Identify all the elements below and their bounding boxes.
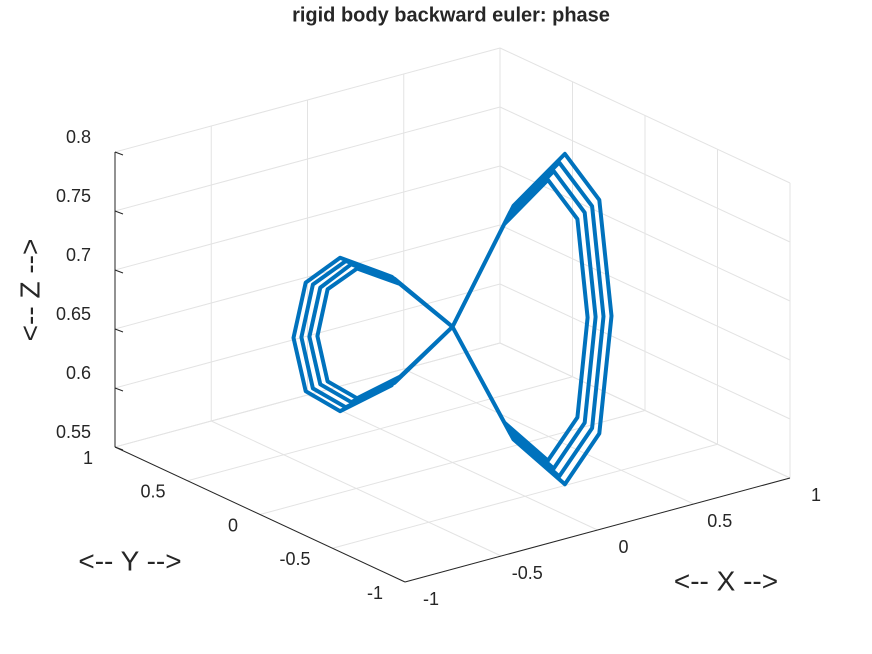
grid-line (114, 283, 501, 389)
y-tick-label: -1 (367, 583, 383, 603)
grid-line (114, 47, 501, 153)
y-tick-label: -0.5 (279, 549, 310, 569)
x-tick-label: 0.5 (707, 511, 732, 531)
grid-line (499, 106, 791, 243)
grid-line (114, 106, 501, 212)
grid-line (499, 165, 791, 302)
z-tick (114, 328, 124, 333)
grid-line (499, 224, 791, 361)
grid-line (499, 283, 791, 420)
y-tick-label: 1 (83, 448, 93, 468)
z-tick-label: 0.7 (66, 245, 91, 265)
grid-line (499, 342, 791, 479)
z-tick-label: 0.6 (66, 363, 91, 383)
y-axis-label: <-- Y --> (78, 545, 181, 576)
grid-line (499, 47, 791, 184)
y-tick-label: 0 (228, 515, 238, 535)
z-tick (114, 387, 124, 392)
z-tick (114, 151, 124, 156)
x-tick-label: -0.5 (512, 563, 543, 583)
z-tick (114, 210, 124, 215)
z-tick-label: 0.75 (56, 186, 91, 206)
y-tick-label: 0.5 (140, 482, 165, 502)
z-tick-label: 0.65 (56, 304, 91, 324)
x-tick-label: 1 (811, 485, 821, 505)
grid-line (114, 224, 501, 330)
grid-line (259, 410, 646, 515)
x-tick-label: 0 (618, 537, 628, 557)
chart-title: rigid body backward euler: phase (292, 4, 610, 26)
grid-line (114, 165, 501, 271)
z-tick-label: 0.8 (66, 127, 91, 147)
y-axis (114, 446, 406, 583)
grid-line (114, 342, 501, 448)
z-tick (114, 269, 124, 274)
z-tick-label: 0.55 (56, 422, 91, 442)
x-tick-label: -1 (423, 589, 439, 609)
z-tick (114, 446, 124, 451)
z-axis-label: <-- Z --> (14, 239, 45, 342)
grid-line (187, 376, 573, 482)
x-axis (404, 477, 791, 583)
x-axis-label: <-- X --> (674, 565, 778, 596)
grid-line (332, 443, 718, 549)
trajectory (291, 151, 614, 487)
